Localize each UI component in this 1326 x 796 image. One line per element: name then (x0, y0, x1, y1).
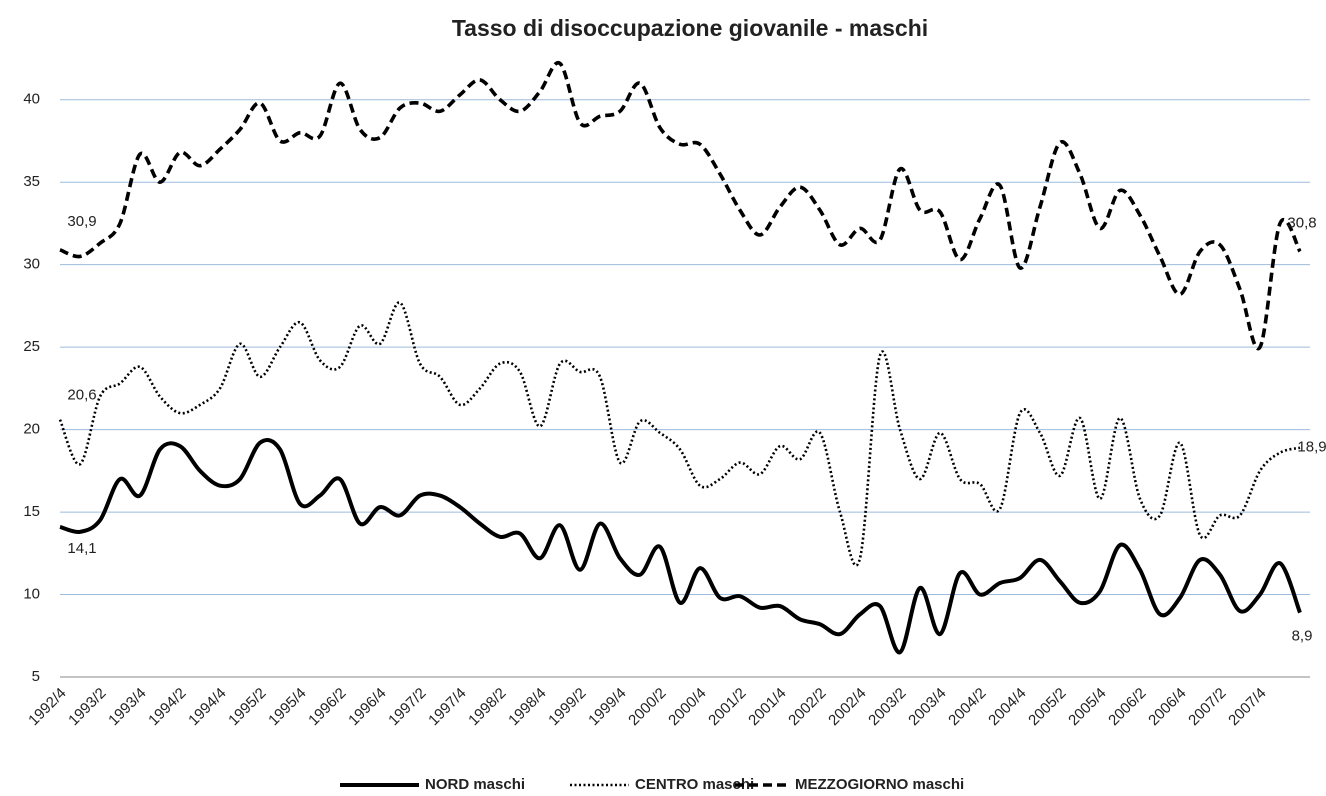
y-tick-label: 25 (23, 338, 40, 355)
data-label: 8,9 (1292, 628, 1313, 645)
x-tick-label: 1996/2 (305, 685, 349, 729)
x-tick-label: 2002/2 (785, 685, 829, 729)
x-tick-label: 1994/2 (145, 685, 189, 729)
data-label: 20,6 (67, 387, 96, 404)
x-tick-label: 1999/4 (585, 685, 629, 729)
chart-title: Tasso di disoccupazione giovanile - masc… (452, 15, 928, 41)
x-tick-label: 1993/4 (105, 685, 149, 729)
x-tick-label: 2000/4 (665, 685, 709, 729)
x-tick-label: 2003/4 (905, 685, 949, 729)
data-label: 30,8 (1287, 214, 1316, 231)
y-tick-label: 5 (32, 668, 40, 685)
x-tick-label: 2003/2 (865, 685, 909, 729)
y-tick-label: 15 (23, 503, 40, 520)
x-tick-label: 1993/2 (65, 685, 109, 729)
x-tick-label: 2007/4 (1225, 685, 1269, 729)
data-label: 18,9 (1297, 439, 1326, 456)
x-tick-label: 1995/2 (225, 685, 269, 729)
x-tick-label: 2006/4 (1145, 685, 1189, 729)
legend-label: NORD maschi (425, 776, 525, 793)
x-tick-label: 1997/4 (425, 685, 469, 729)
y-tick-label: 40 (23, 91, 40, 108)
legend-label: CENTRO maschi (635, 776, 754, 793)
y-tick-label: 35 (23, 173, 40, 190)
x-tick-label: 2001/4 (745, 685, 789, 729)
x-tick-label: 2001/2 (705, 685, 749, 729)
y-tick-label: 20 (23, 421, 40, 438)
x-tick-label: 1995/4 (265, 685, 309, 729)
x-tick-label: 1997/2 (385, 685, 429, 729)
x-tick-label: 1999/2 (545, 685, 589, 729)
x-tick-label: 2000/2 (625, 685, 669, 729)
x-tick-label: 1992/4 (25, 685, 69, 729)
x-tick-label: 1998/4 (505, 685, 549, 729)
data-label: 30,9 (67, 213, 96, 230)
x-tick-label: 2004/2 (945, 685, 989, 729)
x-tick-label: 1996/4 (345, 685, 389, 729)
data-label: 14,1 (67, 540, 96, 557)
x-tick-label: 2002/4 (825, 685, 869, 729)
x-tick-label: 2005/2 (1025, 685, 1069, 729)
x-tick-label: 2005/4 (1065, 685, 1109, 729)
legend-label: MEZZOGIORNO maschi (795, 776, 964, 793)
series-line (59, 438, 1302, 655)
y-tick-label: 30 (23, 256, 40, 273)
y-tick-label: 10 (23, 586, 40, 603)
x-tick-label: 1994/4 (185, 685, 229, 729)
series-line (59, 61, 1302, 351)
series-line (58, 301, 1301, 567)
x-tick-label: 1998/2 (465, 685, 509, 729)
x-tick-label: 2007/2 (1185, 685, 1229, 729)
x-tick-label: 2004/4 (985, 685, 1029, 729)
x-tick-label: 2006/2 (1105, 685, 1149, 729)
